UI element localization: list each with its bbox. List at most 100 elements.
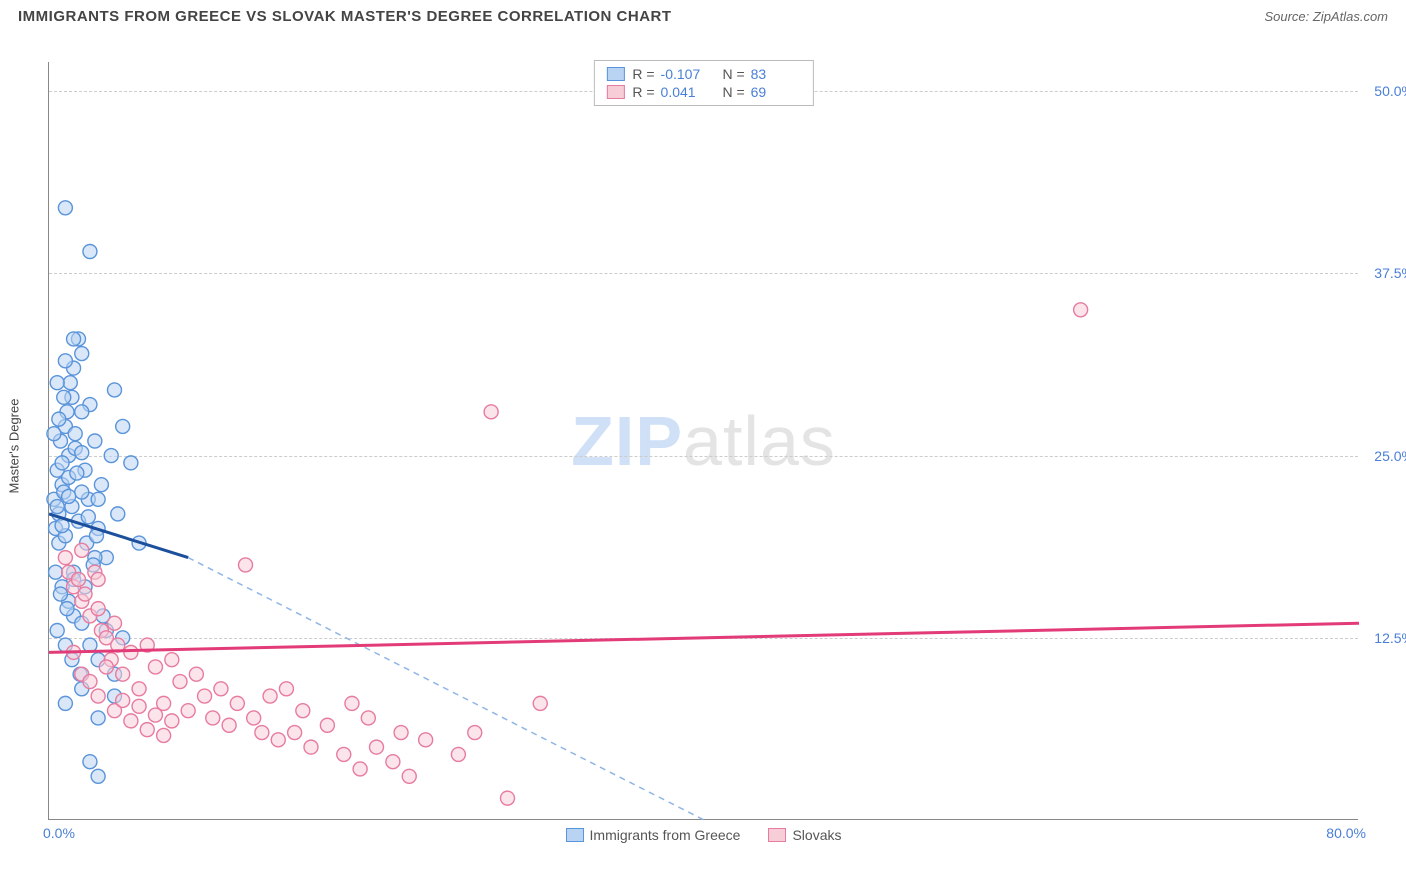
data-point: [49, 565, 63, 579]
legend-n-label: N =: [719, 66, 745, 82]
legend-n-value: 69: [751, 84, 801, 100]
trend-line-extrapolated: [188, 558, 704, 820]
data-point: [116, 419, 130, 433]
data-point: [296, 704, 310, 718]
data-point: [230, 696, 244, 710]
legend-r-value: 0.041: [661, 84, 711, 100]
data-point: [50, 624, 64, 638]
trend-line: [49, 623, 1359, 652]
data-point: [255, 726, 269, 740]
data-point: [58, 354, 72, 368]
y-tick-label: 37.5%: [1374, 265, 1406, 281]
data-point: [263, 689, 277, 703]
data-point: [361, 711, 375, 725]
legend-swatch: [566, 828, 584, 842]
data-point: [75, 405, 89, 419]
data-point: [104, 449, 118, 463]
data-point: [91, 492, 105, 506]
y-axis-label: Master's Degree: [7, 399, 22, 494]
data-point: [75, 543, 89, 557]
correlation-legend: R =-0.107 N =83R =0.041 N =69: [593, 60, 813, 106]
legend-item: Immigrants from Greece: [566, 827, 741, 843]
legend-row: R =-0.107 N =83: [606, 65, 800, 83]
data-point: [83, 245, 97, 259]
y-tick-label: 25.0%: [1374, 448, 1406, 464]
legend-swatch: [606, 67, 624, 81]
data-point: [484, 405, 498, 419]
data-point: [55, 456, 69, 470]
legend-swatch: [768, 828, 786, 842]
data-point: [132, 682, 146, 696]
data-point: [419, 733, 433, 747]
data-point: [53, 587, 67, 601]
data-point: [91, 572, 105, 586]
data-point: [132, 699, 146, 713]
data-point: [501, 791, 515, 805]
data-point: [83, 755, 97, 769]
data-point: [451, 747, 465, 761]
legend-swatch: [606, 85, 624, 99]
legend-n-value: 83: [751, 66, 801, 82]
source-attribution: Source: ZipAtlas.com: [1264, 9, 1388, 24]
data-point: [468, 726, 482, 740]
data-point: [239, 558, 253, 572]
data-point: [50, 500, 64, 514]
x-max-label: 80.0%: [1326, 825, 1366, 841]
data-point: [304, 740, 318, 754]
legend-r-label: R =: [632, 66, 654, 82]
data-point: [58, 696, 72, 710]
data-point: [52, 412, 66, 426]
data-point: [148, 708, 162, 722]
series-legend: Immigrants from Greece Slovaks: [566, 827, 842, 843]
x-min-label: 0.0%: [43, 825, 75, 841]
data-point: [181, 704, 195, 718]
legend-n-label: N =: [719, 84, 745, 100]
data-point: [75, 347, 89, 361]
data-point: [57, 390, 71, 404]
data-point: [402, 769, 416, 783]
data-point: [370, 740, 384, 754]
data-point: [78, 587, 92, 601]
data-point: [58, 551, 72, 565]
data-point: [91, 711, 105, 725]
data-point: [70, 466, 84, 480]
data-point: [91, 689, 105, 703]
data-point: [67, 332, 81, 346]
data-point: [75, 446, 89, 460]
data-point: [198, 689, 212, 703]
data-point: [91, 602, 105, 616]
data-point: [337, 747, 351, 761]
data-point: [165, 653, 179, 667]
data-point: [68, 427, 82, 441]
data-point: [124, 645, 138, 659]
data-point: [271, 733, 285, 747]
data-point: [47, 427, 61, 441]
scatter-plot-svg: [49, 62, 1358, 819]
data-point: [222, 718, 236, 732]
data-point: [320, 718, 334, 732]
data-point: [148, 660, 162, 674]
data-point: [75, 485, 89, 499]
data-point: [99, 660, 113, 674]
data-point: [60, 602, 74, 616]
data-point: [91, 769, 105, 783]
data-point: [214, 682, 228, 696]
y-tick-label: 50.0%: [1374, 83, 1406, 99]
data-point: [88, 434, 102, 448]
data-point: [62, 489, 76, 503]
data-point: [50, 376, 64, 390]
chart-plot-area: ZIPatlas 12.5%25.0%37.5%50.0% R =-0.107 …: [48, 62, 1358, 820]
data-point: [247, 711, 261, 725]
data-point: [1074, 303, 1088, 317]
data-point: [157, 728, 171, 742]
data-point: [386, 755, 400, 769]
chart-title: IMMIGRANTS FROM GREECE VS SLOVAK MASTER'…: [18, 8, 672, 25]
data-point: [345, 696, 359, 710]
data-point: [124, 456, 138, 470]
data-point: [189, 667, 203, 681]
data-point: [533, 696, 547, 710]
y-tick-label: 12.5%: [1374, 630, 1406, 646]
data-point: [206, 711, 220, 725]
data-point: [83, 675, 97, 689]
legend-item: Slovaks: [768, 827, 841, 843]
